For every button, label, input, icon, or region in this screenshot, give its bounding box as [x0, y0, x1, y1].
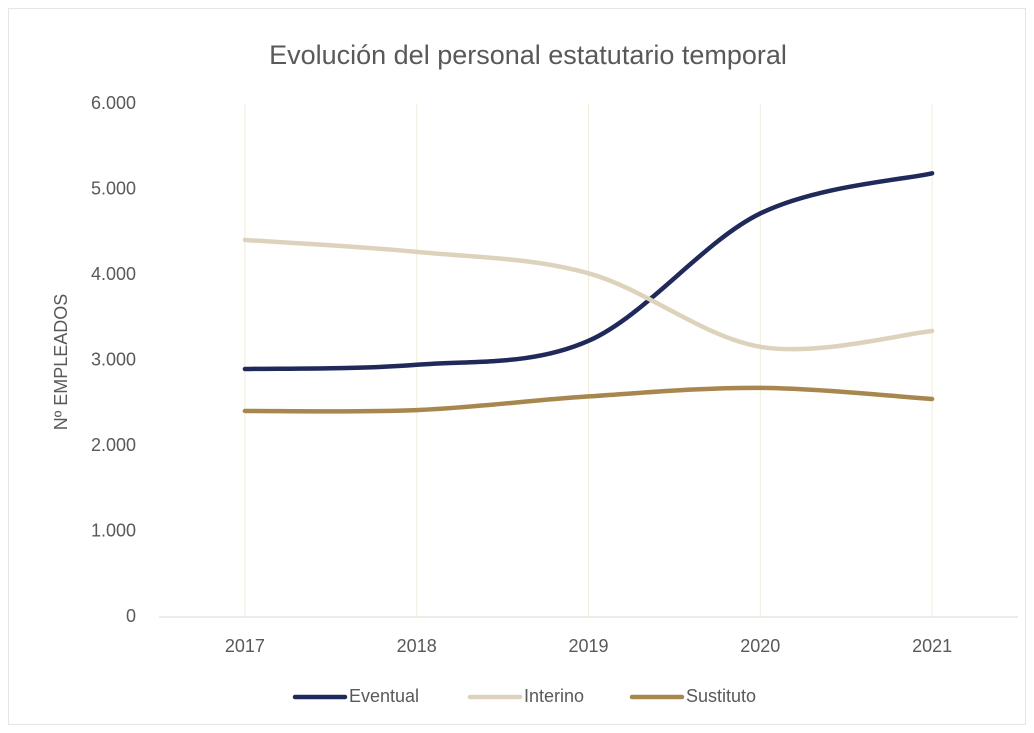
chart-title: Evolución del personal estatutario tempo…	[269, 40, 787, 70]
x-tick-label: 2020	[740, 636, 780, 656]
x-tick-label: 2021	[912, 636, 952, 656]
legend-label: Eventual	[349, 686, 419, 706]
y-tick-label: 6.000	[91, 93, 136, 113]
chart-frame	[8, 8, 1026, 725]
legend-label: Interino	[524, 686, 584, 706]
x-tick-label: 2017	[225, 636, 265, 656]
y-tick-label: 5.000	[91, 178, 136, 198]
y-tick-label: 2.000	[91, 435, 136, 455]
y-axis-title: Nº EMPLEADOS	[51, 294, 71, 431]
series-line	[242, 171, 935, 372]
y-tick-label: 4.000	[91, 264, 136, 284]
legend-label: Sustituto	[686, 686, 756, 706]
x-tick-label: 2019	[568, 636, 608, 656]
series-line	[242, 385, 935, 414]
y-tick-label: 0	[126, 606, 136, 626]
x-tick-label: 2018	[397, 636, 437, 656]
y-tick-label: 1.000	[91, 520, 136, 540]
series-line	[242, 237, 935, 352]
y-tick-label: 3.000	[91, 349, 136, 369]
